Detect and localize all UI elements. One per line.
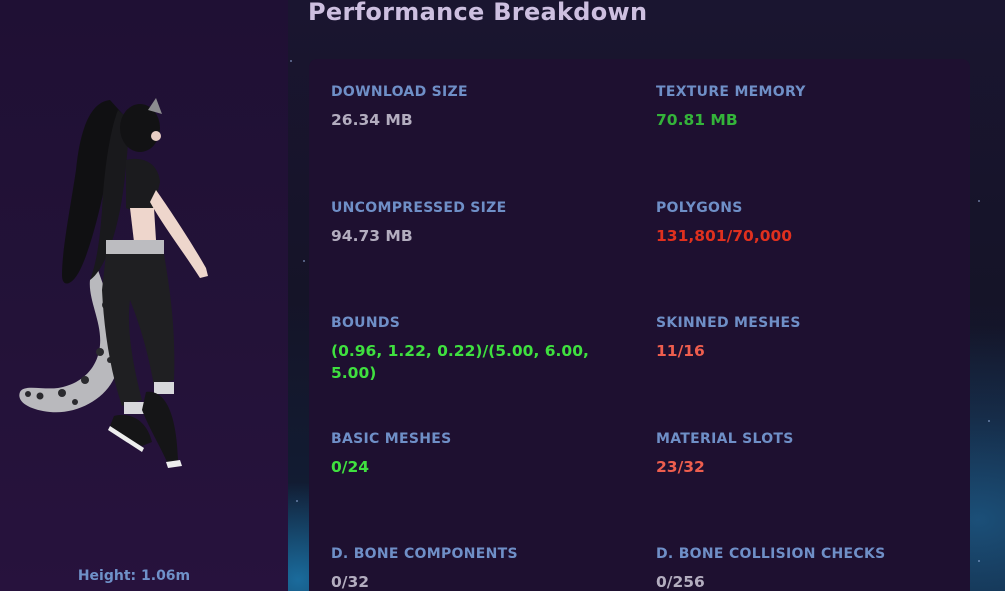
stat-value: 70.81 MB xyxy=(656,111,738,129)
page-title: Performance Breakdown xyxy=(308,0,648,26)
stat-uncompressed-size: UNCOMPRESSED SIZE 94.73 MB xyxy=(331,200,631,247)
stat-value: 0/256 xyxy=(656,573,705,591)
stat-value: 0/32 xyxy=(331,573,370,591)
stat-label: POLYGONS xyxy=(656,200,743,216)
stat-value: 94.73 MB xyxy=(331,227,413,245)
stat-label: UNCOMPRESSED SIZE xyxy=(331,200,507,216)
stat-skinned-meshes: SKINNED MESHES 11/16 xyxy=(656,315,956,362)
avatar-preview-panel[interactable]: Height: 1.06m xyxy=(0,0,288,591)
stat-basic-meshes: BASIC MESHES 0/24 xyxy=(331,431,631,478)
stat-polygons: POLYGONS 131,801/70,000 xyxy=(656,200,956,247)
stat-label: D. BONE COLLISION CHECKS xyxy=(656,546,886,562)
stat-label: TEXTURE MEMORY xyxy=(656,84,806,100)
avatar-model xyxy=(19,98,208,468)
stat-d-bone-components: D. BONE COMPONENTS 0/32 xyxy=(331,546,631,591)
stat-label: MATERIAL SLOTS xyxy=(656,431,794,447)
stat-d-bone-collision-checks: D. BONE COLLISION CHECKS 0/256 xyxy=(656,546,956,591)
stat-value: 0/24 xyxy=(331,458,370,476)
stat-label: BASIC MESHES xyxy=(331,431,452,447)
stat-value: 11/16 xyxy=(656,342,705,360)
stat-texture-memory: TEXTURE MEMORY 70.81 MB xyxy=(656,84,956,131)
stat-label: D. BONE COMPONENTS xyxy=(331,546,518,562)
stat-value: 131,801/70,000 xyxy=(656,227,793,245)
stat-value: 23/32 xyxy=(656,458,705,476)
avatar-height-label: Height: 1.06m xyxy=(77,568,191,584)
stat-value: (0.96, 1.22, 0.22)/(5.00, 6.00, 5.00) xyxy=(331,342,589,382)
stat-value: 26.34 MB xyxy=(331,111,413,129)
stat-label: BOUNDS xyxy=(331,315,401,331)
stat-label: SKINNED MESHES xyxy=(656,315,801,331)
stat-bounds: BOUNDS (0.96, 1.22, 0.22)/(5.00, 6.00, 5… xyxy=(331,315,621,384)
stats-panel: DOWNLOAD SIZE 26.34 MB TEXTURE MEMORY 70… xyxy=(309,59,970,591)
stat-download-size: DOWNLOAD SIZE 26.34 MB xyxy=(331,84,631,131)
stat-label: DOWNLOAD SIZE xyxy=(331,84,468,100)
stat-material-slots: MATERIAL SLOTS 23/32 xyxy=(656,431,956,478)
